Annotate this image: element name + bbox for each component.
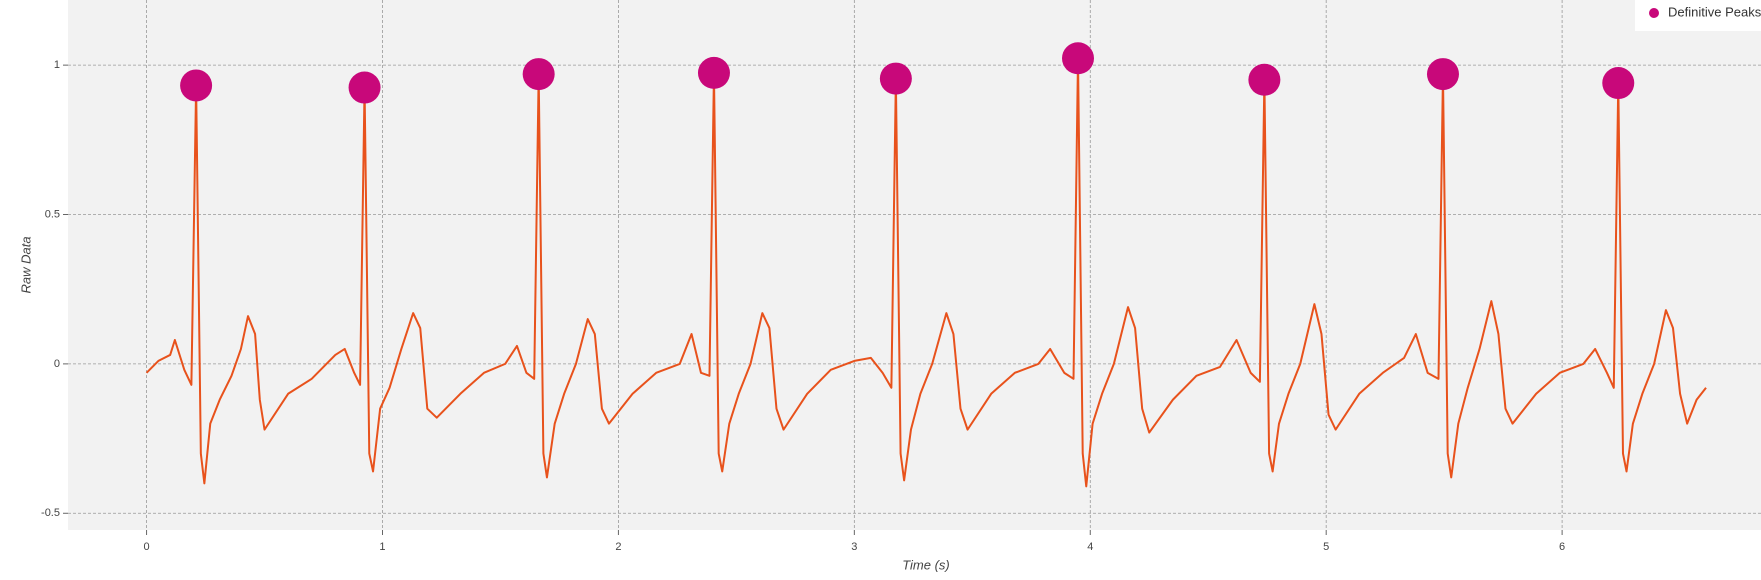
peak-marker — [697, 56, 730, 89]
x-tick-label: 5 — [1323, 541, 1329, 553]
y-axis-label: Raw Data — [18, 236, 33, 293]
plot-area — [68, 0, 1761, 530]
legend-label: Definitive Peaks — [1668, 4, 1761, 19]
y-tick-label: -0.5 — [41, 507, 60, 519]
peak-marker — [1602, 67, 1635, 100]
x-tick-label: 4 — [1087, 541, 1093, 553]
peak-marker — [522, 58, 555, 91]
legend-marker — [1649, 8, 1659, 18]
peak-marker — [348, 71, 381, 104]
peak-marker — [1061, 42, 1094, 75]
y-tick-label: 0 — [54, 358, 60, 370]
peak-marker — [180, 69, 213, 102]
x-tick-label: 2 — [615, 541, 621, 553]
x-tick-label: 6 — [1559, 541, 1565, 553]
signal-line — [145, 57, 1707, 488]
x-tick-label: 3 — [851, 541, 857, 553]
peak-marker — [1426, 58, 1459, 91]
y-tick-label: 0.5 — [45, 208, 60, 220]
x-axis-label: Time (s) — [902, 557, 950, 572]
peak-marker — [879, 62, 912, 95]
peak-marker — [1248, 63, 1281, 96]
y-tick-label: 1 — [54, 59, 60, 71]
x-tick-label: 1 — [379, 541, 385, 553]
x-tick-label: 0 — [144, 541, 150, 553]
